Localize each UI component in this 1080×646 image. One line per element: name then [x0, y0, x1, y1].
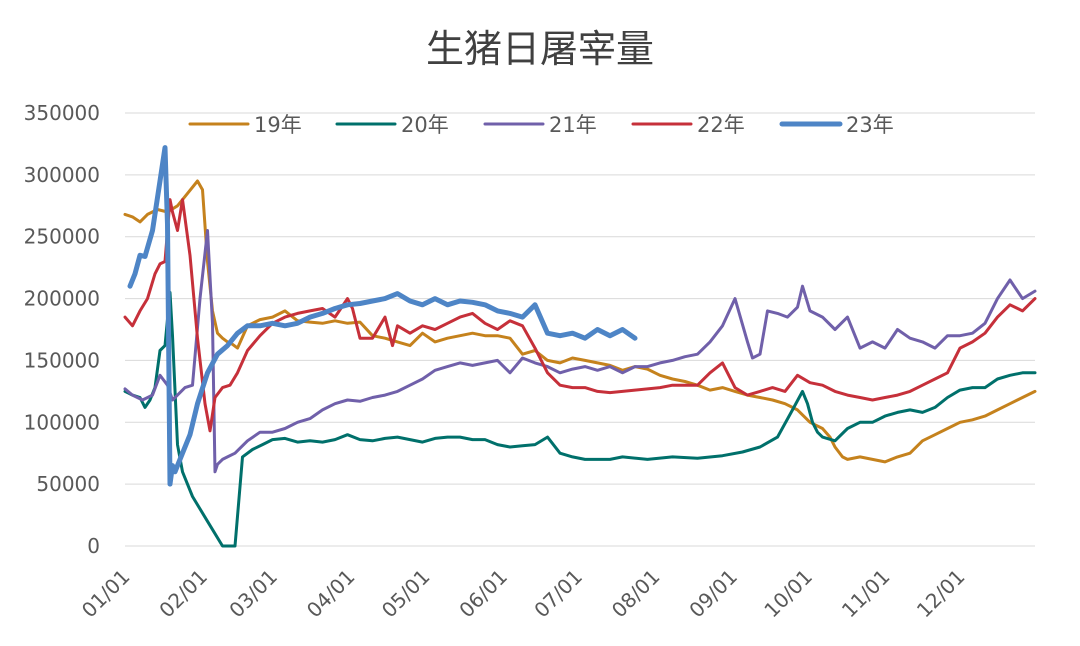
legend-label-1: 20年 — [401, 113, 449, 137]
x-tick-label: 08/01 — [607, 565, 665, 623]
x-tick-label: 01/01 — [77, 565, 135, 623]
grid — [125, 112, 1035, 547]
legend-label-4: 23年 — [846, 113, 894, 137]
plot-area — [123, 145, 1037, 548]
y-tick-label: 300000 — [24, 163, 100, 187]
series-line-4 — [127, 145, 638, 487]
x-tick-label: 09/01 — [684, 565, 742, 623]
y-tick-label: 0 — [87, 534, 100, 558]
x-tick-label: 04/01 — [302, 565, 360, 623]
x-tick-label: 12/01 — [912, 565, 970, 623]
x-tick-label: 10/01 — [759, 565, 817, 623]
series-line-1 — [123, 290, 1037, 548]
y-axis: 0 50000 100000 150000 200000 250000 300000 3500… — [24, 101, 100, 558]
series-line-0 — [123, 179, 1037, 464]
x-tick-label: 11/01 — [837, 565, 895, 623]
y-tick-label: 100000 — [24, 410, 100, 434]
series-line-2 — [123, 229, 1037, 474]
x-tick-label: 06/01 — [454, 565, 512, 623]
legend-label-0: 19年 — [254, 113, 302, 137]
x-tick-label: 05/01 — [377, 565, 435, 623]
chart-title: 生猪日屠宰量 — [426, 27, 654, 71]
x-tick-label: 07/01 — [529, 565, 587, 623]
y-tick-label: 150000 — [24, 348, 100, 372]
x-axis: 01/01 02/01 03/01 04/01 05/01 06/01 07/01 08/01… — [77, 565, 970, 623]
y-tick-label: 250000 — [24, 225, 100, 249]
y-tick-label: 50000 — [36, 472, 100, 496]
y-tick-label: 200000 — [24, 287, 100, 311]
legend-label-2: 21年 — [549, 113, 597, 137]
y-tick-label: 350000 — [24, 101, 100, 125]
legend: 19年 20年 21年 22年 23年 — [188, 113, 894, 137]
x-tick-label: 03/01 — [224, 565, 282, 623]
series-line-3 — [123, 198, 1037, 433]
legend-label-3: 22年 — [697, 113, 745, 137]
x-tick-label: 02/01 — [154, 565, 212, 623]
